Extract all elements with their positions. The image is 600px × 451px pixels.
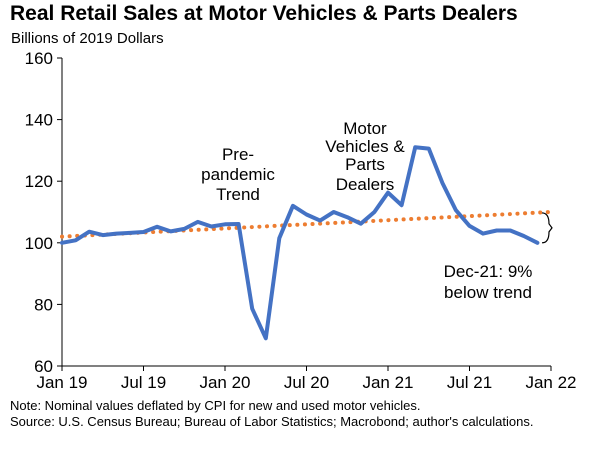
series-label-actual: Motor: [343, 119, 387, 138]
y-tick-label: 100: [25, 234, 53, 253]
actual-series-line: [60, 145, 540, 341]
x-tick-label: Jan 21: [362, 373, 413, 392]
series-label-actual: Vehicles &: [325, 137, 405, 156]
x-tick-label: Jul 21: [447, 373, 492, 392]
x-tick-label: Jan 22: [525, 373, 576, 392]
series-label-trend: Trend: [216, 185, 260, 204]
x-tick-label: Jan 20: [199, 373, 250, 392]
chart-notes: Note: Nominal values deflated by CPI for…: [10, 398, 590, 430]
x-tick-label: Jan 19: [36, 373, 87, 392]
series-label-trend: pandemic: [201, 165, 275, 184]
gap-bracket: [541, 212, 553, 244]
annotation-text: below trend: [444, 283, 532, 302]
source-text: Source: U.S. Census Bureau; Bureau of La…: [10, 414, 534, 429]
y-tick-label: 80: [34, 295, 53, 314]
series-label-actual: Dealers: [336, 175, 395, 194]
y-tick-label: 160: [25, 49, 53, 68]
annotation-text: Dec-21: 9%: [444, 262, 533, 281]
x-tick-label: Jul 20: [284, 373, 329, 392]
series-label-trend: Pre-: [222, 145, 254, 164]
y-tick-label: 120: [25, 172, 53, 191]
x-tick-label: Jul 19: [121, 373, 166, 392]
y-tick-label: 140: [25, 111, 53, 130]
chart-title: Real Retail Sales at Motor Vehicles & Pa…: [10, 2, 518, 25]
y-tick-label: 60: [34, 357, 53, 376]
series-label-actual: Parts: [345, 155, 385, 174]
note-text: Note: Nominal values deflated by CPI for…: [10, 398, 421, 413]
y-axis-unit-label: Billions of 2019 Dollars: [11, 30, 164, 47]
